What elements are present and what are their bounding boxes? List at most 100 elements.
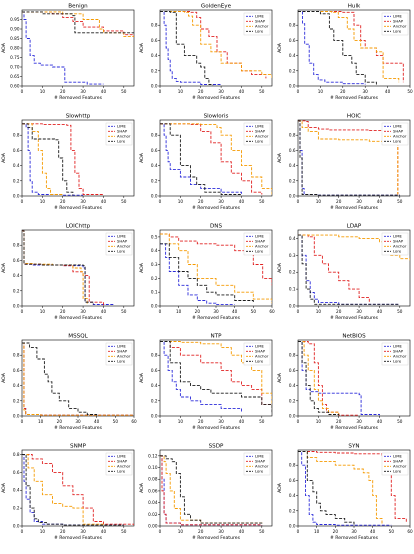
y-axis-label: AOA	[1, 372, 7, 383]
legend-label-lore: Lore	[393, 249, 402, 254]
legend-label-lime: LIME	[255, 454, 265, 459]
y-axis-label: AOA	[139, 152, 145, 163]
series-line-lore	[298, 120, 400, 196]
y-tick-label: 0.0	[13, 194, 20, 199]
x-tick-label: 20	[198, 529, 204, 534]
subplot-dns: DNS 0 10 20 30 40 50 60 0.0 0.1 0.2 0.3 0.4 0.5 # Remo…	[139, 224, 275, 322]
y-tick-label: 0.3	[289, 253, 296, 258]
x-tick-label: 0	[297, 89, 300, 94]
legend-label-shap: SHAP	[393, 349, 404, 354]
y-tick-label: 0.8	[289, 23, 296, 28]
legend-label-anchor: Anchor	[117, 134, 131, 139]
y-axis-label: AOA	[1, 42, 7, 53]
legend-label-anchor: Anchor	[393, 134, 407, 139]
y-tick-label: 0.75	[10, 55, 20, 60]
y-tick-label: 0.5	[151, 234, 158, 239]
x-tick-label: 0	[21, 529, 24, 534]
x-tick-label: 60	[407, 529, 413, 534]
y-tick-label: 0.4	[13, 488, 20, 493]
x-tick-label: 40	[377, 199, 383, 204]
x-tick-label: 10	[176, 309, 182, 314]
legend-label-lore: Lore	[255, 249, 264, 254]
legend-label-anchor: Anchor	[393, 354, 407, 359]
x-tick-label: 50	[121, 309, 127, 314]
x-tick-label: 10	[38, 419, 44, 424]
x-tick-label: 0	[297, 419, 300, 424]
subplot-mssql: MSSQL 0 10 20 30 40 50 60 0.0 0.2 0.4 0.6 0.8 # Remov…	[1, 334, 137, 432]
legend-label-lime: LIME	[255, 234, 265, 239]
legend-label-shap: SHAP	[393, 19, 404, 24]
legend-label-anchor: Anchor	[393, 24, 407, 29]
subplot-ntp: NTP 0 10 20 30 40 50 0.0 0.2 0.4 0.6 0.8 # Removed F…	[139, 334, 273, 431]
legend-box	[243, 452, 271, 476]
legend-label-lime: LIME	[255, 344, 265, 349]
series-line-shap	[298, 234, 370, 303]
x-tick-label: 30	[80, 309, 86, 314]
y-tick-label: 0.8	[13, 133, 20, 138]
y-tick-label: 0.2	[289, 178, 296, 183]
legend-label-shap: SHAP	[255, 129, 266, 134]
x-tick-label: 30	[80, 529, 86, 534]
x-tick-label: 40	[239, 529, 245, 534]
legend-label-lime: LIME	[393, 454, 403, 459]
y-tick-label: 0.2	[13, 398, 20, 403]
series-line-anchor	[22, 123, 64, 196]
legend-box	[243, 12, 271, 36]
y-tick-label: 0.90	[10, 27, 20, 32]
y-tick-label: 0.8	[13, 353, 20, 358]
legend-label-lime: LIME	[393, 234, 403, 239]
x-tick-label: 40	[239, 419, 245, 424]
y-axis-label: AOA	[277, 482, 283, 493]
y-tick-label: 0.4	[289, 383, 296, 388]
x-tick-label: 10	[316, 199, 322, 204]
legend-box	[381, 452, 409, 476]
y-axis-label: AOA	[1, 262, 7, 273]
x-tick-label: 20	[60, 89, 66, 94]
y-tick-label: 0.4	[151, 248, 158, 253]
x-tick-label: 40	[377, 309, 383, 314]
legend-label-lore: Lore	[255, 469, 264, 474]
y-tick-label: 0.2	[151, 68, 158, 73]
legend-label-shap: SHAP	[255, 459, 266, 464]
y-tick-label: 0.8	[13, 243, 20, 248]
y-tick-label: 0.8	[289, 353, 296, 358]
series-line-lore	[22, 230, 94, 305]
x-tick-label: 30	[218, 529, 224, 534]
y-tick-label: 0.2	[289, 68, 296, 73]
x-tick-label: 30	[218, 199, 224, 204]
x-tick-label: 20	[198, 89, 204, 94]
x-tick-label: 50	[121, 529, 127, 534]
x-tick-label: 10	[178, 199, 184, 204]
series-line-lime	[160, 341, 242, 413]
y-tick-label: 0.6	[13, 368, 20, 373]
subplot-title: Hulk	[348, 4, 361, 10]
plot-frame	[21, 9, 135, 87]
subplot-title: DNS	[210, 224, 222, 230]
legend-label-lore: Lore	[255, 139, 264, 144]
legend-label-lore: Lore	[393, 469, 402, 474]
x-axis-label: # Removed Features	[330, 315, 379, 321]
legend-label-lore: Lore	[117, 359, 126, 364]
subplot-title: Slowloris	[204, 114, 229, 120]
x-tick-label: 50	[121, 89, 127, 94]
legend-label-shap: SHAP	[117, 459, 128, 464]
x-tick-label: 40	[101, 199, 107, 204]
x-tick-label: 50	[389, 529, 395, 534]
y-tick-label: 0.6	[289, 368, 296, 373]
legend-box	[381, 232, 409, 256]
y-tick-label: 0.8	[151, 133, 158, 138]
y-axis-label: AOA	[1, 482, 7, 493]
x-tick-label: 50	[113, 419, 119, 424]
series-line-lime	[298, 341, 380, 416]
x-tick-label: 20	[60, 309, 66, 314]
x-axis-label: # Removed Features	[192, 315, 241, 321]
y-tick-label: 0.6	[151, 38, 158, 43]
series-line-anchor	[160, 455, 263, 525]
x-tick-label: 50	[407, 89, 413, 94]
y-tick-label: 0.4	[289, 163, 296, 168]
subplot-hulk: Hulk 0 10 20 30 40 50 0.0 0.2 0.4 0.6 0.8 # Removed …	[277, 4, 413, 102]
